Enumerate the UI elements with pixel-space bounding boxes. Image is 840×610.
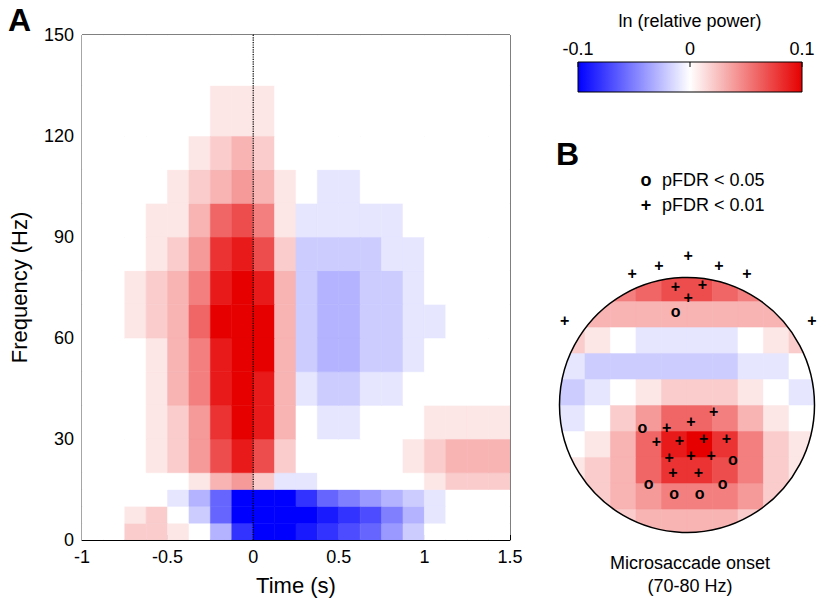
svg-text:Time (s): Time (s) — [256, 573, 336, 598]
svg-text:150: 150 — [44, 25, 74, 45]
svg-text:o: o — [644, 475, 654, 492]
svg-text:+: + — [686, 413, 695, 430]
svg-text:60: 60 — [54, 328, 74, 348]
svg-text:o: o — [637, 419, 647, 436]
svg-text:+: + — [714, 257, 723, 274]
svg-text:90: 90 — [54, 227, 74, 247]
svg-text:-0.5: -0.5 — [152, 547, 183, 567]
svg-text:Frequency (Hz): Frequency (Hz) — [7, 212, 32, 364]
svg-text:1: 1 — [419, 547, 429, 567]
svg-text:o: o — [728, 451, 738, 468]
svg-text:+: + — [742, 265, 751, 282]
svg-text:+: + — [684, 289, 693, 306]
svg-text:30: 30 — [54, 429, 74, 449]
svg-text:pFDR < 0.05: pFDR < 0.05 — [662, 170, 765, 190]
svg-text:+: + — [686, 447, 695, 464]
svg-text:+: + — [668, 464, 677, 481]
svg-text:+: + — [641, 195, 652, 215]
svg-text:+: + — [675, 432, 684, 449]
svg-text:(70-80 Hz): (70-80 Hz) — [647, 576, 732, 596]
svg-text:o: o — [671, 303, 681, 320]
svg-text:+: + — [560, 312, 569, 329]
svg-text:0.5: 0.5 — [326, 547, 351, 567]
svg-text:o: o — [669, 485, 679, 502]
svg-text:+: + — [628, 265, 637, 282]
svg-text:+: + — [722, 430, 731, 447]
svg-text:-0.1: -0.1 — [562, 39, 593, 59]
svg-text:+: + — [654, 257, 663, 274]
svg-text:+: + — [699, 430, 708, 447]
svg-text:B: B — [556, 136, 579, 172]
svg-text:o: o — [695, 485, 705, 502]
svg-text:+: + — [684, 247, 693, 264]
svg-text:+: + — [694, 464, 703, 481]
svg-text:o: o — [718, 475, 728, 492]
svg-text:+: + — [707, 447, 716, 464]
svg-text:pFDR < 0.01: pFDR < 0.01 — [662, 195, 765, 215]
svg-text:ln (relative power): ln (relative power) — [618, 11, 761, 31]
svg-text:0: 0 — [685, 39, 695, 59]
svg-text:-1: -1 — [74, 547, 90, 567]
svg-text:+: + — [662, 419, 671, 436]
svg-text:1.5: 1.5 — [497, 547, 522, 567]
svg-text:+: + — [652, 433, 661, 450]
svg-text:Microsaccade onset: Microsaccade onset — [610, 553, 770, 573]
svg-text:+: + — [664, 449, 673, 466]
svg-text:A: A — [8, 2, 31, 38]
svg-text:o: o — [641, 170, 652, 190]
svg-text:120: 120 — [44, 126, 74, 146]
svg-text:0.1: 0.1 — [789, 39, 814, 59]
svg-text:+: + — [698, 276, 707, 293]
svg-text:+: + — [671, 278, 680, 295]
svg-text:+: + — [807, 312, 816, 329]
svg-text:0: 0 — [248, 547, 258, 567]
svg-text:+: + — [709, 403, 718, 420]
svg-text:0: 0 — [64, 530, 74, 550]
